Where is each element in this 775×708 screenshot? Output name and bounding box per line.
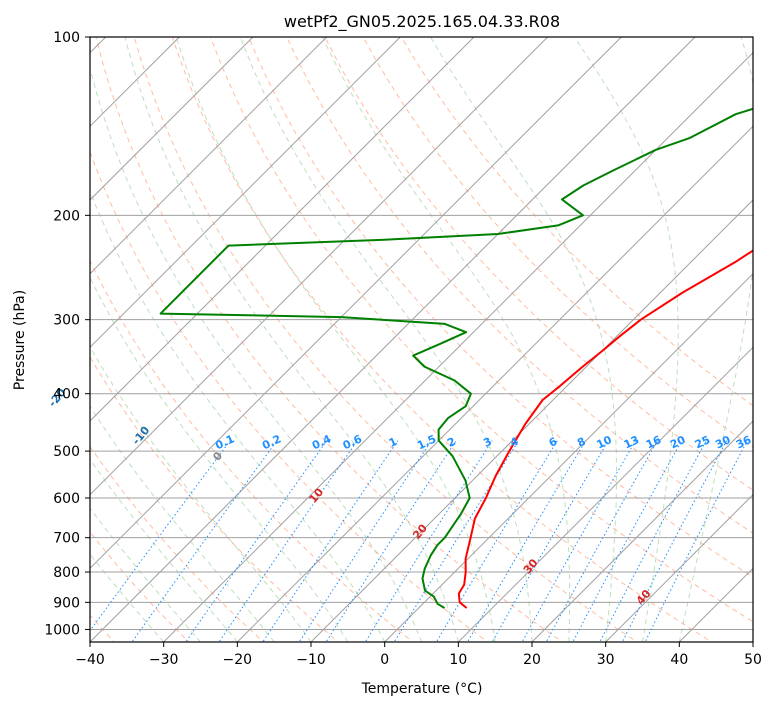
sounding-traces: [159, 107, 753, 609]
moist-adiabat: [90, 276, 349, 642]
moist-adiabat: [322, 37, 571, 642]
dry-adiabat: [210, 37, 753, 623]
moist-adiabat: [90, 345, 312, 642]
mixing-ratio-line: [325, 440, 457, 642]
mixing-ratio-label: 16: [644, 433, 664, 451]
dry-adiabat: [324, 37, 753, 491]
y-tick-label: 400: [53, 387, 80, 403]
isotherm: [163, 51, 753, 642]
moist-adiabat: [90, 458, 238, 642]
mixing-ratio-line: [131, 440, 278, 642]
dry-adiabat: [95, 37, 564, 642]
mixing-ratio-line: [621, 440, 728, 642]
moist-adiabat: [90, 553, 165, 642]
mixing-ratio-label: 10: [595, 433, 615, 451]
dry-adiabat: [362, 37, 753, 449]
x-tick-label: 40: [670, 652, 688, 668]
axis-ticks: −40 −30 −20 −10 0 10 20 30 40 50 100 200 300 400 500 60…: [44, 30, 762, 668]
dewpoint-trace: [159, 107, 753, 609]
mixing-ratio-line: [572, 440, 683, 642]
y-axis-label: Pressure (hPa): [12, 290, 28, 390]
isotherm: [384, 272, 753, 642]
mixing-ratio-line: [521, 440, 637, 642]
isotherm: [457, 346, 753, 642]
plot-frame: [89, 36, 754, 643]
isotherm: [90, 37, 696, 642]
mixing-ratio-line: [364, 440, 493, 642]
y-tick-label: 700: [53, 531, 80, 547]
y-tick-label: 100: [53, 30, 80, 46]
y-tick-label: 900: [53, 595, 80, 611]
mixing-ratio-label: 13: [622, 433, 641, 451]
isotherm: [90, 37, 254, 201]
moist-adiabat: [175, 37, 496, 642]
moist-adiabat: [90, 65, 422, 642]
mixing-ratio-line: [435, 440, 558, 642]
isotherm: [605, 493, 753, 642]
y-tick-label: 500: [53, 444, 80, 460]
dry-adiabat: [90, 150, 489, 642]
mixing-ratio-line: [599, 440, 707, 642]
y-tick-label: 1000: [44, 622, 80, 638]
isotherm: [90, 37, 549, 496]
isotherm: [531, 420, 753, 642]
mixing-ratio-line: [545, 440, 659, 642]
mixing-ratio-line: [185, 440, 328, 642]
isotherm: [90, 37, 401, 349]
y-tick-label: 600: [53, 491, 80, 507]
isotherm: [90, 37, 475, 422]
y-tick-label: 300: [53, 313, 80, 329]
moist-adiabat: [430, 37, 617, 642]
background-lines: [90, 37, 753, 642]
isotherm: [310, 199, 753, 642]
moist-adiabat: [90, 189, 386, 642]
isotherm: [236, 125, 753, 642]
x-tick-label: 30: [597, 652, 615, 668]
mixing-ratio-line: [298, 440, 432, 642]
moist-adiabat: [90, 507, 201, 642]
moist-adiabat: [124, 37, 459, 642]
x-tick-label: 10: [449, 652, 467, 668]
x-tick-label: 50: [744, 652, 762, 668]
mixing-ratio-label: 30: [713, 433, 733, 451]
mixing-ratio-line: [393, 440, 520, 642]
moist-adiabat: [239, 37, 533, 642]
x-tick-label: 0: [380, 652, 389, 668]
mixing-ratio-line: [491, 440, 609, 642]
chart-title: wetPf2_GN05.2025.165.04.33.R08: [284, 12, 560, 32]
mixing-ratio-line: [466, 440, 587, 642]
x-tick-label: −10: [296, 652, 326, 668]
moist-adiabat: [90, 405, 275, 642]
x-tick-label: 20: [523, 652, 541, 668]
mixing-ratio-label: 25: [693, 433, 712, 451]
x-tick-label: −40: [75, 652, 105, 668]
x-tick-label: −30: [149, 652, 179, 668]
isotherm: [90, 37, 622, 570]
moist-adiabat: [574, 37, 679, 642]
mixing-ratio-line: [262, 440, 399, 642]
x-axis-label: Temperature (°C): [361, 681, 483, 697]
isotherm: [90, 37, 328, 275]
y-tick-label: 800: [53, 565, 80, 581]
x-tick-label: −20: [223, 652, 253, 668]
y-tick-label: 200: [53, 208, 80, 224]
temperature-trace: [457, 249, 753, 609]
mixing-ratio-label: 36: [734, 433, 754, 451]
mixing-ratio-label: 20: [668, 433, 688, 451]
